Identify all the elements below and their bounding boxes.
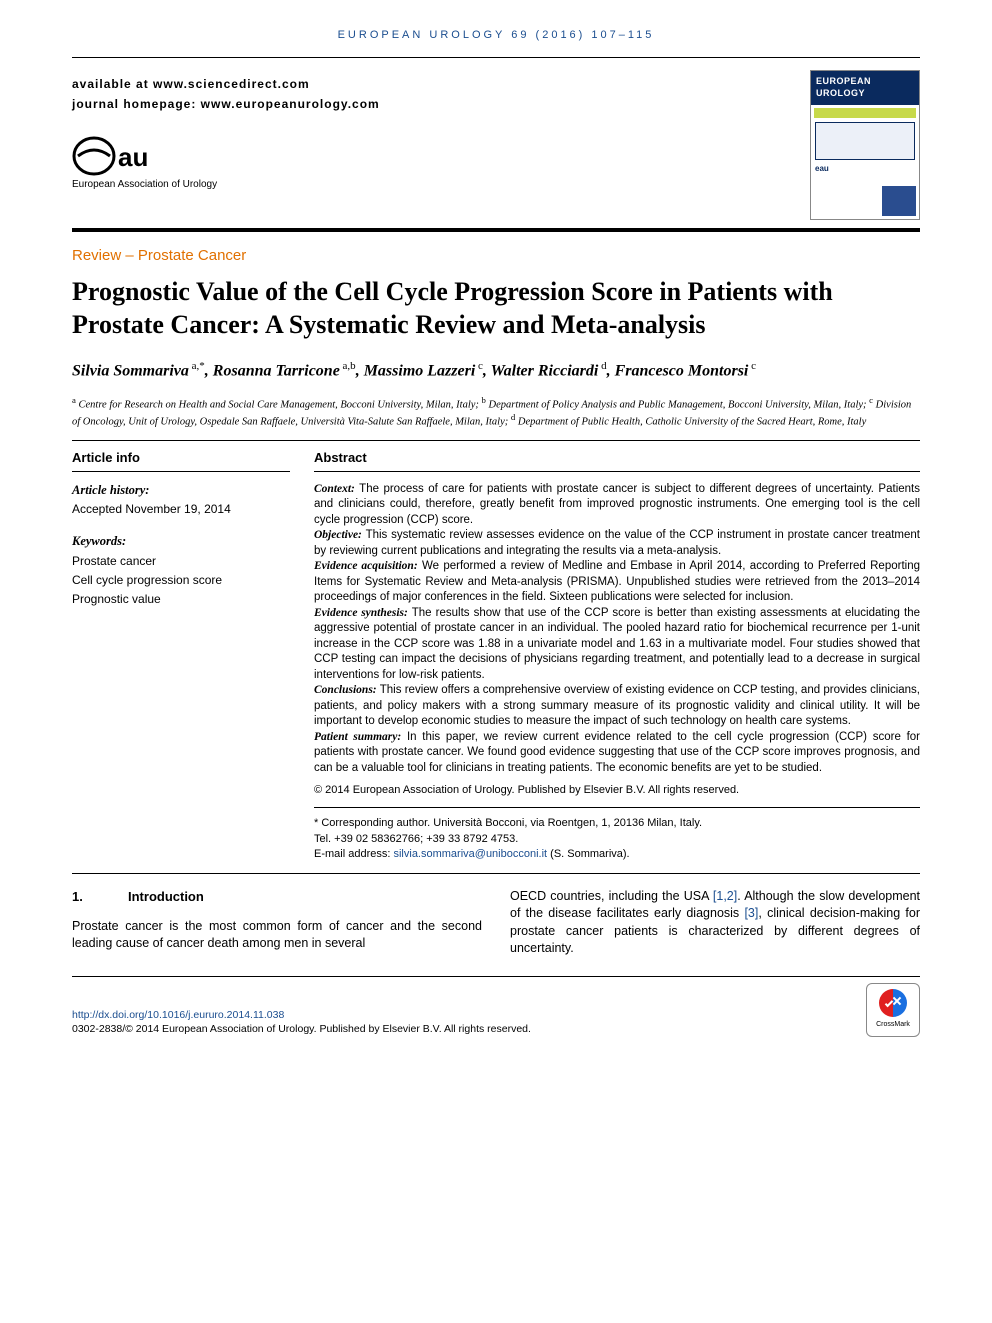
email-attribution: (S. Sommariva). bbox=[547, 848, 630, 860]
history-label: Article history: bbox=[72, 482, 290, 499]
abstract-text: In this paper, we review current evidenc… bbox=[314, 731, 920, 774]
corresponding-email-link[interactable]: silvia.sommariva@unibocconi.it bbox=[393, 848, 547, 860]
article-type: Review – Prostate Cancer bbox=[72, 246, 920, 266]
section-heading: 1.Introduction bbox=[72, 888, 482, 906]
abstract-label: Objective: bbox=[314, 529, 362, 541]
abstract-label: Context: bbox=[314, 483, 355, 495]
section-title: Introduction bbox=[128, 889, 204, 904]
affiliations: a Centre for Research on Health and Soci… bbox=[72, 395, 920, 430]
abstract-header: Abstract bbox=[314, 449, 920, 472]
journal-cover-title: EUROPEAN UROLOGY bbox=[811, 71, 919, 105]
article-info-column: Article info Article history: Accepted N… bbox=[72, 449, 290, 862]
journal-page: EUROPEAN UROLOGY 69 (2016) 107–115 avail… bbox=[0, 0, 992, 1057]
eau-logo-icon: au bbox=[72, 136, 168, 176]
crossmark-badge[interactable]: CrossMark bbox=[866, 983, 920, 1037]
intro-left-column: 1.Introduction Prostate cancer is the mo… bbox=[72, 888, 482, 958]
intro-right-column: OECD countries, including the USA [1,2].… bbox=[510, 888, 920, 958]
crossmark-label: CrossMark bbox=[876, 1020, 910, 1029]
journal-cover-title-l2: UROLOGY bbox=[816, 88, 865, 98]
abstract-copyright: © 2014 European Association of Urology. … bbox=[314, 783, 920, 798]
journal-homepage: journal homepage: www.europeanurology.co… bbox=[72, 96, 810, 112]
crossmark-icon bbox=[879, 989, 907, 1017]
thick-rule-top bbox=[72, 228, 920, 232]
history-text: Accepted November 19, 2014 bbox=[72, 501, 290, 517]
keyword-item: Prostate cancer bbox=[72, 552, 290, 571]
intro-right-pre: OECD countries, including the USA bbox=[510, 889, 713, 903]
corresponding-email-line: E-mail address: silvia.sommariva@unibocc… bbox=[314, 847, 920, 862]
doi-link[interactable]: http://dx.doi.org/10.1016/j.eururo.2014.… bbox=[72, 1009, 284, 1021]
footer-meta: 0302-2838/© 2014 European Association of… bbox=[72, 1023, 531, 1035]
intro-row: 1.Introduction Prostate cancer is the mo… bbox=[72, 888, 920, 958]
rule-above-info bbox=[72, 440, 920, 441]
section-number: 1. bbox=[72, 888, 128, 906]
article-title: Prognostic Value of the Cell Cycle Progr… bbox=[72, 276, 920, 341]
corresponding-author: * Corresponding author. Università Bocco… bbox=[314, 816, 920, 862]
abstract-text: The process of care for patients with pr… bbox=[314, 483, 920, 526]
abstract-text: This systematic review assesses evidence… bbox=[314, 529, 920, 557]
journal-cover-box bbox=[815, 122, 915, 160]
page-footer: http://dx.doi.org/10.1016/j.eururo.2014.… bbox=[72, 976, 920, 1037]
journal-cover-thumbnail: EUROPEAN UROLOGY eau bbox=[810, 70, 920, 220]
journal-cover-title-l1: EUROPEAN bbox=[816, 76, 871, 86]
footer-text: http://dx.doi.org/10.1016/j.eururo.2014.… bbox=[72, 1008, 531, 1036]
corresponding-line2: Tel. +39 02 58362766; +39 33 8792 4753. bbox=[314, 832, 920, 847]
abstract-text: This review offers a comprehensive overv… bbox=[314, 684, 920, 727]
rule-below-abstract bbox=[72, 873, 920, 874]
email-label: E-mail address: bbox=[314, 848, 393, 860]
header-row: available at www.sciencedirect.com journ… bbox=[72, 57, 920, 220]
journal-cover-stripe bbox=[814, 108, 916, 118]
citation-link[interactable]: [3] bbox=[744, 906, 758, 920]
abstract-label: Patient summary: bbox=[314, 731, 401, 743]
abstract-column: Abstract Context: The process of care fo… bbox=[314, 449, 920, 862]
keyword-item: Cell cycle progression score bbox=[72, 571, 290, 590]
eau-logo-caption: European Association of Urology bbox=[72, 178, 810, 192]
intro-left-text: Prostate cancer is the most common form … bbox=[72, 919, 482, 951]
abstract-label: Evidence synthesis: bbox=[314, 607, 408, 619]
journal-cover-body: eau bbox=[811, 120, 919, 177]
journal-cover-corner bbox=[882, 186, 916, 216]
available-at: available at www.sciencedirect.com bbox=[72, 76, 810, 92]
eau-logo: au European Association of Urology bbox=[72, 136, 810, 192]
corresponding-line1: * Corresponding author. Università Bocco… bbox=[314, 816, 920, 831]
abstract-label: Evidence acquisition: bbox=[314, 560, 418, 572]
info-abstract-row: Article info Article history: Accepted N… bbox=[72, 449, 920, 862]
article-info-header: Article info bbox=[72, 449, 290, 472]
author-list: Silvia Sommariva a,*, Rosanna Tarricone … bbox=[72, 359, 920, 383]
abstract-body: Context: The process of care for patient… bbox=[314, 482, 920, 777]
running-head: EUROPEAN UROLOGY 69 (2016) 107–115 bbox=[72, 28, 920, 43]
keywords-label: Keywords: bbox=[72, 533, 290, 550]
keywords-list: Prostate cancer Cell cycle progression s… bbox=[72, 552, 290, 610]
abstract-label: Conclusions: bbox=[314, 684, 377, 696]
keyword-item: Prognostic value bbox=[72, 590, 290, 609]
svg-text:au: au bbox=[118, 142, 148, 172]
header-left: available at www.sciencedirect.com journ… bbox=[72, 70, 810, 192]
rule-above-corresponding bbox=[314, 807, 920, 808]
journal-cover-eau: eau bbox=[815, 164, 915, 175]
citation-link[interactable]: [1,2] bbox=[713, 889, 737, 903]
